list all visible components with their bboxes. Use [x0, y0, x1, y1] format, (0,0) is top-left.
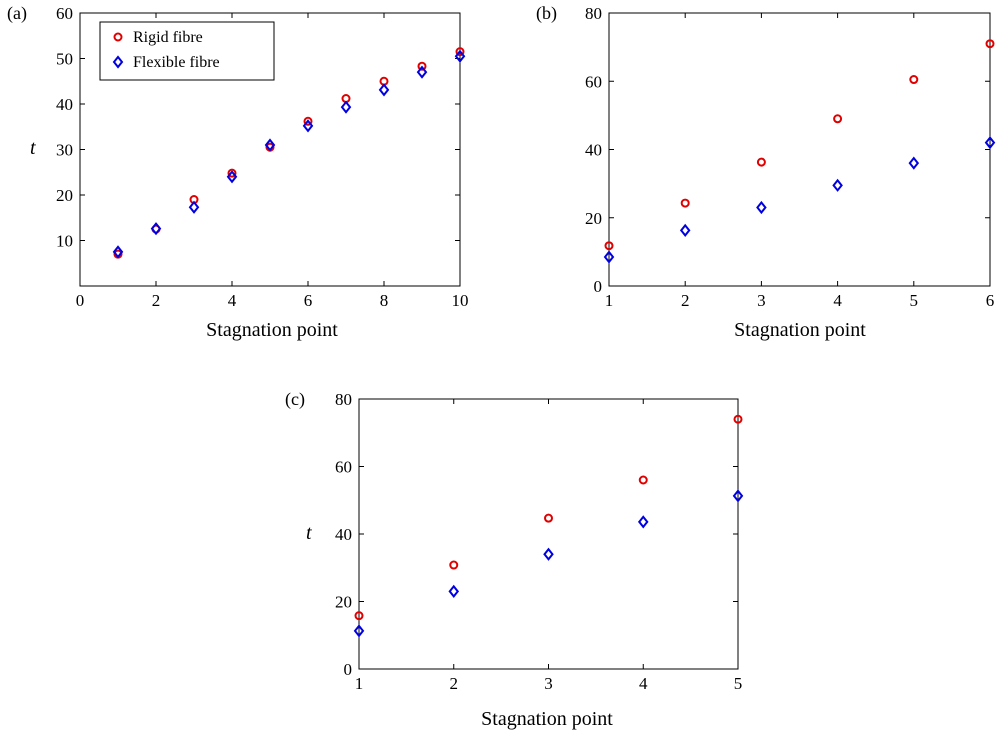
panel-b-x-axis-label: Stagnation point: [734, 319, 866, 341]
panel-c-label: (c): [285, 389, 305, 410]
panel-a-y-tick-label: 40: [56, 95, 73, 114]
panel-b-point-rigid: [985, 39, 995, 49]
panel-c-x-tick-label: 3: [544, 674, 553, 693]
panel-a-point-flexible: [188, 200, 200, 214]
panel-c-point-rigid: [638, 475, 648, 485]
panel-a-y-tick-label: 10: [56, 232, 73, 251]
panel-c-y-tick-label: 60: [335, 458, 352, 477]
panel-b-point-rigid: [680, 198, 690, 208]
panel-a-point-flexible: [378, 83, 390, 97]
panel-a-y-tick-label: 60: [56, 4, 73, 23]
panel-a-point-rigid: [455, 47, 465, 57]
panel-c-y-tick-label: 40: [335, 525, 352, 544]
panel-c-x-tick-label: 1: [355, 674, 364, 693]
panel-b-x-tick-label: 3: [757, 291, 766, 310]
panel-b-y-tick-label: 80: [585, 4, 602, 23]
panel-b-y-tick-label: 20: [585, 209, 602, 228]
panel-c-x-axis-label: Stagnation point: [481, 708, 613, 730]
panel-a-point-flexible: [454, 49, 466, 63]
panel-b-point-rigid: [833, 114, 843, 124]
panel-a-point-rigid: [227, 168, 237, 178]
panel-a-x-tick-label: 6: [304, 291, 313, 310]
panel-a-y-tick-label: 30: [56, 141, 73, 160]
panel-c-point-rigid: [449, 560, 459, 570]
panel-c-point-flexible: [543, 547, 554, 561]
panel-c-point-rigid: [354, 611, 364, 621]
panel-b-plot-frame: [608, 12, 991, 287]
legend-box: [99, 21, 275, 81]
panel-b-y-tick-label: 40: [585, 141, 602, 160]
panel-a-point-flexible: [226, 170, 238, 184]
panel-c-x-tick-label: 4: [639, 674, 648, 693]
legend-label-flexible: Flexible fibre: [133, 54, 220, 71]
legend-marker-rigid: [113, 32, 123, 42]
panel-a-point-rigid: [303, 116, 313, 126]
panel-b-point-rigid: [909, 75, 919, 85]
panel-b-point-rigid: [604, 241, 614, 251]
panel-a-label: (a): [7, 3, 27, 24]
panel-b-x-tick-label: 1: [605, 291, 614, 310]
panel-a-x-tick-label: 2: [152, 291, 161, 310]
panel-b-point-flexible: [603, 250, 615, 264]
panel-b-label: (b): [536, 3, 557, 24]
panel-c-y-tick-label: 80: [335, 390, 352, 409]
panel-c-y-tick-label: 0: [344, 660, 353, 679]
panel-c-point-flexible: [637, 515, 649, 529]
panel-c-plot-frame: [358, 398, 739, 670]
panel-b-y-tick-label: 0: [594, 277, 603, 296]
panel-a-x-tick-label: 0: [76, 291, 85, 310]
panel-c-point-flexible: [732, 489, 744, 503]
panel-a-point-flexible: [112, 245, 124, 259]
panel-a-y-tick-label: 20: [56, 186, 73, 205]
panel-b-point-flexible: [832, 178, 843, 192]
panel-a-point-flexible: [302, 119, 314, 133]
panel-c-point-flexible: [448, 584, 460, 598]
panel-a-point-rigid: [417, 61, 427, 71]
panel-b-x-tick-label: 5: [910, 291, 919, 310]
panel-b-y-tick-label: 60: [585, 72, 602, 91]
panel-a-x-tick-label: 8: [380, 291, 389, 310]
panel-b-point-flexible: [679, 223, 691, 237]
panel-a-point-flexible: [150, 222, 162, 236]
panel-a-x-tick-label: 4: [228, 291, 237, 310]
panel-c-y-tick-label: 20: [335, 593, 352, 612]
panel-c-y-axis-label: t: [306, 522, 312, 544]
panel-a-point-flexible: [264, 138, 276, 152]
panel-b-point-flexible: [984, 136, 996, 150]
panel-a-point-flexible: [416, 65, 428, 79]
panel-a-x-tick-label: 10: [452, 291, 469, 310]
panel-b-x-tick-label: 6: [986, 291, 995, 310]
panel-c: (c) t Stagnation point 1 2 3 4 5 0 20 40 60 80: [285, 389, 744, 730]
panel-b-point-flexible: [756, 200, 767, 215]
panel-b-x-tick-label: 2: [681, 291, 690, 310]
panel-a-point-flexible: [340, 100, 352, 114]
panel-c-point-rigid: [544, 513, 553, 523]
panel-a-y-axis-label: t: [30, 137, 36, 159]
panel-c-point-flexible: [353, 624, 365, 638]
legend-label-rigid: Rigid fibre: [133, 29, 203, 46]
panel-c-x-tick-label: 2: [450, 674, 459, 693]
panel-b-point-rigid: [756, 157, 766, 167]
legend-marker-flexible: [112, 55, 124, 69]
panel-a: (a) t Stagnation point 0 2 4 6 8 10 10 20 30 40 50…: [7, 3, 469, 341]
panel-a-y-tick-label: 50: [56, 50, 73, 69]
panel-b-x-tick-label: 4: [833, 291, 842, 310]
panel-c-x-tick-label: 5: [734, 674, 743, 693]
legend: Rigid fibre Flexible fibre: [99, 21, 275, 81]
panel-c-point-rigid: [733, 414, 743, 424]
panel-a-x-axis-label: Stagnation point: [206, 319, 338, 341]
panel-b-point-flexible: [908, 156, 920, 170]
